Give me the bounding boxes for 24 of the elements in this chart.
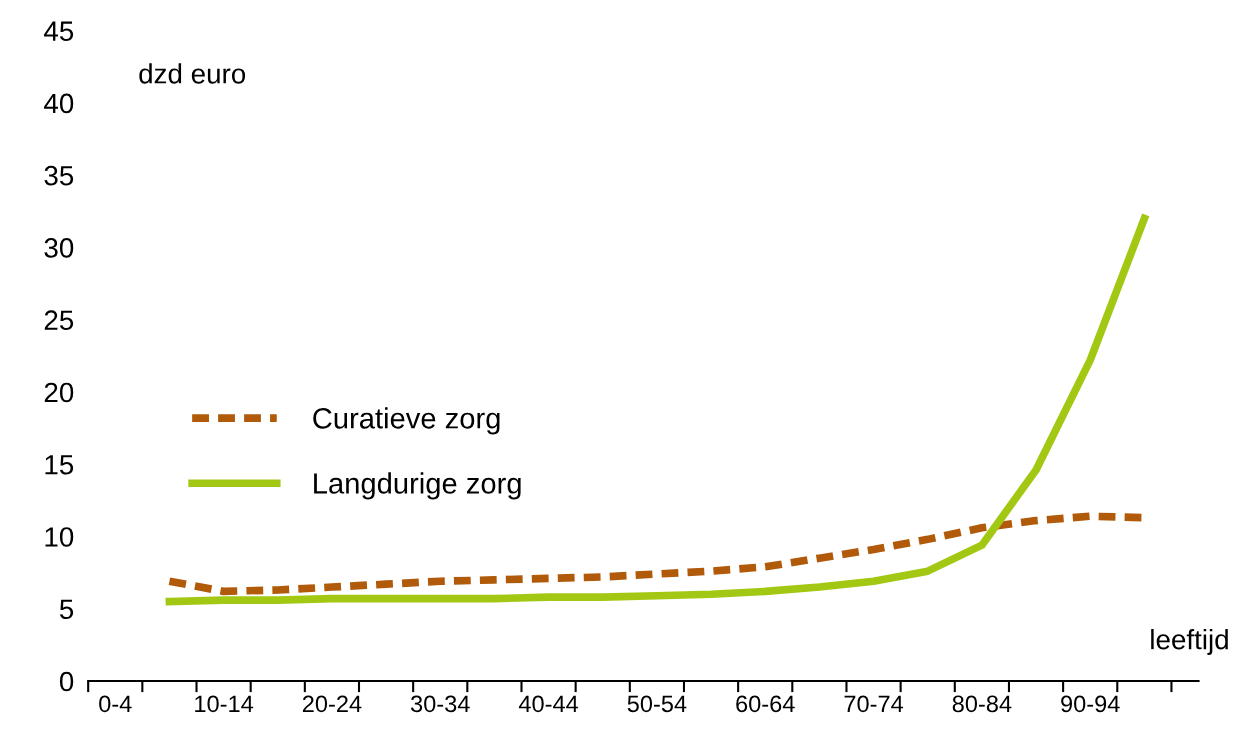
x-tick-label: 70-74 — [844, 695, 904, 713]
legend-label: Curatieve zorg — [313, 407, 500, 435]
x-tick-label: 90-94 — [1061, 695, 1120, 713]
y-tick-label: 45 — [44, 21, 74, 42]
x-tick-label: 10-14 — [195, 695, 254, 713]
y-tick-label: 0 — [59, 671, 74, 692]
y-tick-label: 5 — [59, 599, 74, 620]
y-tick-label: 40 — [44, 93, 74, 114]
y-axis-title: dzd euro — [139, 63, 246, 84]
y-tick-label: 10 — [45, 527, 74, 547]
y-tick-label: 25 — [44, 310, 74, 331]
legend-label: Langdurige zorg — [314, 472, 521, 500]
y-tick-label: 30 — [44, 238, 74, 258]
x-tick-label: 50-54 — [627, 695, 687, 713]
y-tick-label: 20 — [44, 382, 74, 403]
x-tick-label: 20-24 — [302, 695, 362, 713]
x-tick-label: 60-64 — [736, 695, 795, 713]
y-tick-label: 15 — [45, 455, 74, 475]
x-tick-label: 30-34 — [410, 695, 470, 713]
y-tick-label: 35 — [44, 165, 74, 186]
x-axis-title: leeftijd — [1151, 629, 1228, 655]
x-tick-label: 0-4 — [99, 695, 132, 713]
x-tick-label: 80-84 — [952, 695, 1012, 713]
x-tick-label: 40-44 — [518, 695, 579, 713]
